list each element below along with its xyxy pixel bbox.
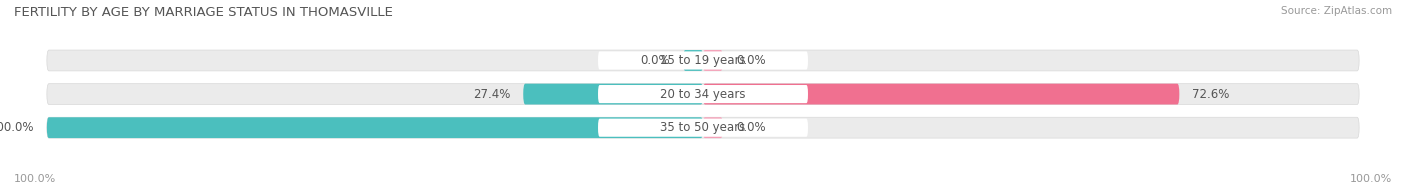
Text: 100.0%: 100.0% [14,174,56,184]
FancyBboxPatch shape [523,84,703,104]
Text: 72.6%: 72.6% [1192,88,1230,101]
Text: 15 to 19 years: 15 to 19 years [661,54,745,67]
FancyBboxPatch shape [46,117,703,138]
FancyBboxPatch shape [46,117,1360,138]
Text: 100.0%: 100.0% [1350,174,1392,184]
Text: 100.0%: 100.0% [0,121,34,134]
FancyBboxPatch shape [46,50,1360,71]
Text: 35 to 50 years: 35 to 50 years [661,121,745,134]
Text: 0.0%: 0.0% [735,121,765,134]
Text: 0.0%: 0.0% [641,54,671,67]
Text: Source: ZipAtlas.com: Source: ZipAtlas.com [1281,6,1392,16]
FancyBboxPatch shape [703,117,723,138]
Text: 20 to 34 years: 20 to 34 years [661,88,745,101]
FancyBboxPatch shape [598,51,808,70]
FancyBboxPatch shape [598,85,808,103]
FancyBboxPatch shape [598,119,808,137]
FancyBboxPatch shape [703,50,723,71]
FancyBboxPatch shape [46,84,1360,104]
FancyBboxPatch shape [703,84,1180,104]
FancyBboxPatch shape [683,50,703,71]
Text: 27.4%: 27.4% [472,88,510,101]
Text: 0.0%: 0.0% [735,54,765,67]
Text: FERTILITY BY AGE BY MARRIAGE STATUS IN THOMASVILLE: FERTILITY BY AGE BY MARRIAGE STATUS IN T… [14,6,392,19]
